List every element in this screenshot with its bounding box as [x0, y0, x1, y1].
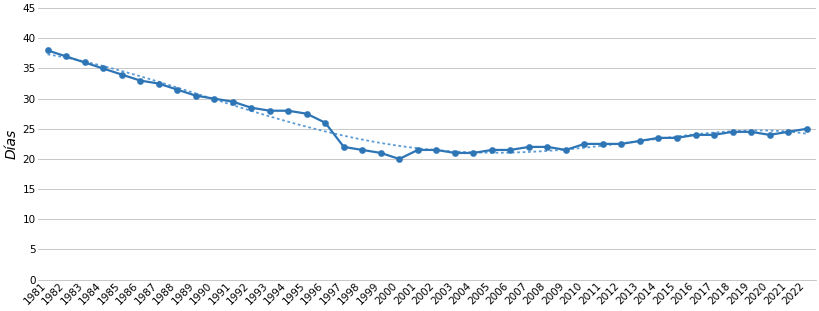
Y-axis label: Días: Días	[4, 129, 18, 159]
